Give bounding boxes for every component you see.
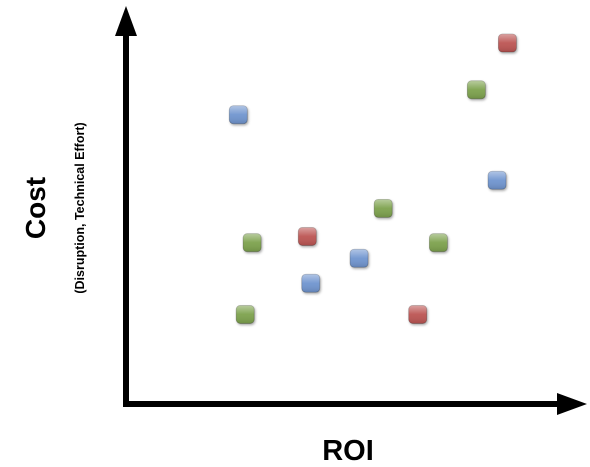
y-axis-sublabel: (Disruption, Technical Effort) xyxy=(73,122,87,293)
y-axis-arrowhead xyxy=(115,6,137,36)
data-point-red xyxy=(497,33,517,53)
data-points xyxy=(228,33,517,324)
data-point-red xyxy=(297,227,317,246)
data-point-gloss xyxy=(298,227,317,246)
data-point-gloss xyxy=(408,305,427,324)
data-point-blue xyxy=(301,273,321,293)
data-point-green xyxy=(242,233,262,253)
data-point-green xyxy=(428,233,448,253)
data-point-blue xyxy=(487,170,507,190)
data-point-green xyxy=(373,198,393,218)
data-point-blue xyxy=(228,105,248,125)
data-point-gloss xyxy=(498,34,517,52)
data-point-gloss xyxy=(429,233,448,252)
data-point-gloss xyxy=(243,233,262,252)
data-point-gloss xyxy=(236,305,255,324)
axes xyxy=(115,6,587,415)
data-point-gloss xyxy=(374,199,393,218)
data-point-green xyxy=(235,305,255,324)
y-axis-label: Cost xyxy=(20,177,51,239)
data-point-gloss xyxy=(488,171,507,190)
data-point-gloss xyxy=(301,274,320,293)
data-point-red xyxy=(408,305,428,324)
data-point-gloss xyxy=(350,249,369,268)
data-point-blue xyxy=(349,248,369,268)
data-point-green xyxy=(466,80,486,100)
x-axis-label: ROI xyxy=(322,435,374,467)
data-point-gloss xyxy=(467,80,486,99)
x-axis-arrowhead xyxy=(557,393,587,415)
data-point-gloss xyxy=(229,105,248,124)
